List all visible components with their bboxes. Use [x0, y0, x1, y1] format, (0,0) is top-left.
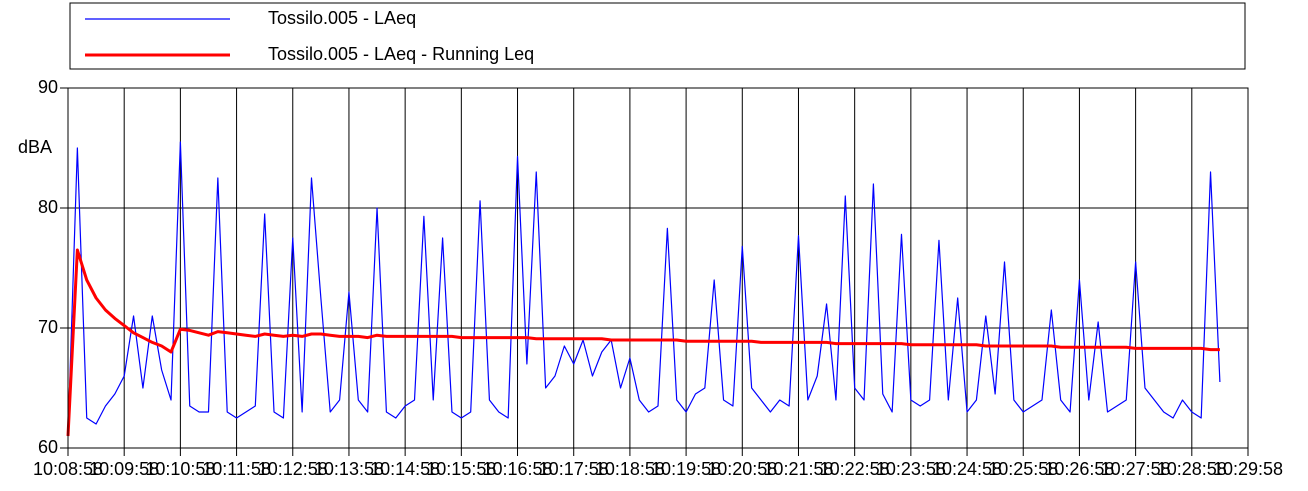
x-tick-label: 10:21:58 [763, 459, 833, 479]
data-line [66, 248, 1220, 437]
y-tick-label: 60 [38, 437, 58, 457]
x-tick-label: 10:25:58 [988, 459, 1058, 479]
x-tick-label: 10:23:58 [876, 459, 946, 479]
x-tick-label: 10:11:58 [202, 459, 271, 479]
x-tick-label: 10:10:58 [145, 459, 215, 479]
x-tick-label: 10:16:58 [482, 459, 552, 479]
legend-label: Tossilo.005 - LAeq - Running Leq [268, 44, 534, 64]
x-tick-label: 10:08:58 [33, 459, 103, 479]
x-tick-label: 10:29:58 [1213, 459, 1283, 479]
x-tick-label: 10:09:58 [89, 459, 159, 479]
x-tick-label: 10:26:58 [1044, 459, 1114, 479]
y-axis-label: dBA [18, 137, 52, 157]
y-tick-label: 80 [38, 197, 58, 217]
y-tick-label: 90 [38, 77, 58, 97]
x-tick-label: 10:13:58 [314, 459, 384, 479]
x-tick-label: 10:19:58 [651, 459, 721, 479]
x-tick-label: 10:12:58 [258, 459, 328, 479]
x-tick-label: 10:15:58 [426, 459, 496, 479]
x-tick-label: 10:14:58 [370, 459, 440, 479]
x-tick-label: 10:27:58 [1101, 459, 1171, 479]
plot-frame [67, 87, 1249, 449]
x-tick-label: 10:17:58 [539, 459, 609, 479]
legend-box [69, 2, 1246, 70]
data-line [67, 141, 1221, 437]
legend-label: Tossilo.005 - LAeq [268, 8, 416, 28]
x-tick-label: 10:18:58 [595, 459, 665, 479]
x-tick-label: 10:28:58 [1157, 459, 1227, 479]
x-tick-label: 10:20:58 [707, 459, 777, 479]
x-tick-label: 10:24:58 [932, 459, 1002, 479]
y-tick-label: 70 [38, 317, 58, 337]
x-tick-label: 10:22:58 [820, 459, 890, 479]
